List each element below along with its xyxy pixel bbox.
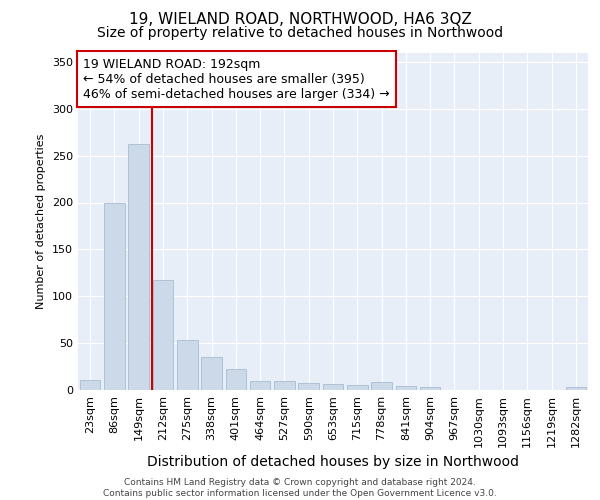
- Bar: [104, 202, 125, 390]
- Bar: [323, 384, 343, 390]
- Y-axis label: Number of detached properties: Number of detached properties: [37, 134, 46, 309]
- Bar: [152, 280, 173, 390]
- Text: Size of property relative to detached houses in Northwood: Size of property relative to detached ho…: [97, 26, 503, 40]
- Bar: [226, 370, 246, 390]
- Bar: [177, 340, 197, 390]
- Bar: [566, 387, 586, 390]
- X-axis label: Distribution of detached houses by size in Northwood: Distribution of detached houses by size …: [147, 456, 519, 469]
- Bar: [201, 357, 222, 390]
- Bar: [298, 382, 319, 390]
- Text: Contains HM Land Registry data © Crown copyright and database right 2024.
Contai: Contains HM Land Registry data © Crown c…: [103, 478, 497, 498]
- Bar: [80, 380, 100, 390]
- Bar: [347, 386, 368, 390]
- Bar: [128, 144, 149, 390]
- Bar: [395, 386, 416, 390]
- Bar: [420, 387, 440, 390]
- Bar: [371, 382, 392, 390]
- Text: 19 WIELAND ROAD: 192sqm
← 54% of detached houses are smaller (395)
46% of semi-d: 19 WIELAND ROAD: 192sqm ← 54% of detache…: [83, 58, 390, 100]
- Bar: [250, 380, 271, 390]
- Bar: [274, 380, 295, 390]
- Text: 19, WIELAND ROAD, NORTHWOOD, HA6 3QZ: 19, WIELAND ROAD, NORTHWOOD, HA6 3QZ: [128, 12, 472, 28]
